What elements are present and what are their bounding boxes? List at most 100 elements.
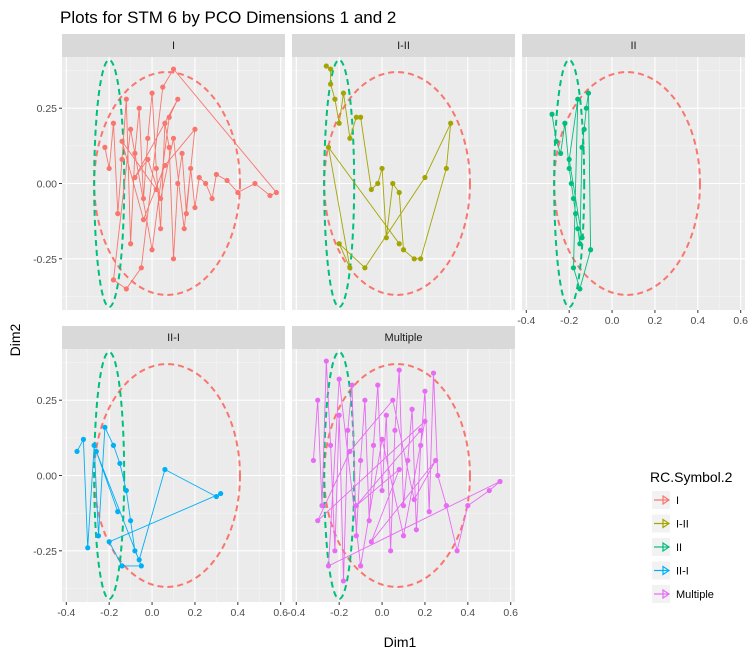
data-point	[454, 548, 460, 554]
data-point	[224, 177, 230, 184]
legend-item-ii-i: II-I	[652, 561, 689, 580]
data-point	[153, 165, 159, 172]
data-point	[418, 427, 424, 433]
data-point	[396, 466, 402, 473]
data-point	[162, 120, 168, 126]
x-tick-label: 0.2	[418, 607, 433, 619]
x-tick-label: -0.4	[57, 607, 75, 619]
facet-panel-ii-i: II-I -0.4 -0.2 0.0 0.2 0.4 0.6 0.25 0.00 -0.25	[33, 326, 288, 619]
data-point	[145, 135, 151, 141]
data-point	[119, 138, 125, 144]
data-point	[396, 367, 402, 373]
data-point	[119, 563, 125, 569]
data-point	[390, 180, 396, 187]
x-tick-label: 0.0	[605, 315, 620, 327]
data-point	[80, 436, 87, 442]
series-line	[551, 93, 592, 291]
data-point	[332, 548, 338, 554]
data-point	[128, 241, 134, 247]
data-point	[573, 211, 579, 217]
legend-key-arrow	[662, 588, 671, 600]
data-point	[196, 174, 202, 181]
data-point	[315, 397, 321, 403]
x-tick-label: 0.4	[691, 315, 706, 327]
data-point	[575, 226, 581, 232]
data-point	[115, 509, 121, 515]
data-point	[158, 195, 164, 202]
data-point	[123, 96, 129, 102]
legend-key-arrow	[662, 518, 671, 529]
x-tick-label: 0.2	[188, 607, 203, 619]
facet-panel-ii: II -0.4 -0.2 0.0 0.2 0.4 0.6	[517, 34, 748, 327]
legend-item-label: I-II	[676, 519, 689, 531]
data-point	[158, 226, 164, 232]
series-line	[76, 427, 221, 567]
series-line	[312, 360, 501, 581]
facet-strip	[62, 326, 285, 349]
axis-titles: Dim1 Dim2	[7, 323, 417, 650]
data-point	[136, 105, 142, 111]
data-point	[170, 66, 177, 72]
data-point	[585, 90, 592, 96]
data-point	[170, 135, 177, 141]
data-point	[400, 247, 407, 253]
data-point	[106, 539, 112, 545]
data-point	[370, 442, 377, 448]
data-point	[570, 265, 577, 271]
data-point	[319, 503, 325, 509]
data-point	[110, 277, 117, 283]
data-point	[583, 105, 589, 111]
reference-ellipses	[93, 351, 241, 600]
data-point	[340, 578, 347, 584]
facet-panels: I 0.25 0.00 -0.25 I-II II -0.4 -0.2 0.0 0.2 0.4 0.6…	[33, 34, 748, 619]
data-point	[566, 156, 572, 163]
reference-ellipses	[553, 59, 701, 308]
data-point	[132, 150, 138, 156]
data-point	[102, 144, 108, 150]
x-tick-label: 0.0	[145, 607, 160, 619]
y-tick-label: 0.00	[37, 471, 58, 483]
data-point	[166, 144, 172, 150]
data-point	[115, 211, 121, 217]
data-point	[136, 557, 142, 563]
data-point	[153, 186, 159, 193]
legend-item-label: I	[676, 495, 679, 507]
data-point	[362, 397, 368, 403]
data-point	[149, 90, 155, 96]
data-point	[396, 189, 402, 196]
data-point	[568, 180, 574, 187]
data-point	[577, 241, 583, 247]
data-point	[465, 503, 471, 509]
data-point	[358, 114, 364, 120]
y-tick-label: -0.25	[33, 546, 57, 558]
data-point	[179, 150, 185, 156]
data-point	[102, 424, 108, 430]
legend-key-arrow	[662, 494, 671, 506]
data-point	[85, 545, 91, 551]
facet-strip	[62, 34, 285, 57]
legend: RC.Symbol.2 I I-II II II-I Multiple	[650, 469, 733, 603]
data-point	[426, 509, 432, 515]
data-point	[209, 195, 215, 202]
x-tick-label: -0.4	[517, 315, 535, 327]
data-point	[332, 96, 338, 102]
data-point	[315, 518, 321, 524]
legend-key-arrow	[662, 541, 671, 553]
confidence-ellipse	[553, 59, 586, 308]
data-point	[358, 563, 364, 569]
series-multiple	[310, 358, 503, 584]
data-point	[358, 457, 364, 464]
data-point	[170, 256, 177, 262]
series-line	[326, 65, 452, 269]
data-point	[413, 527, 419, 533]
data-point	[166, 114, 172, 120]
legend-item-label: II-I	[676, 566, 689, 578]
data-point	[392, 427, 398, 433]
data-point	[235, 189, 241, 196]
data-point	[128, 126, 134, 132]
legend-item-multiple: Multiple	[652, 585, 714, 603]
data-point	[579, 144, 585, 150]
data-point	[362, 265, 368, 271]
data-point	[368, 539, 374, 545]
